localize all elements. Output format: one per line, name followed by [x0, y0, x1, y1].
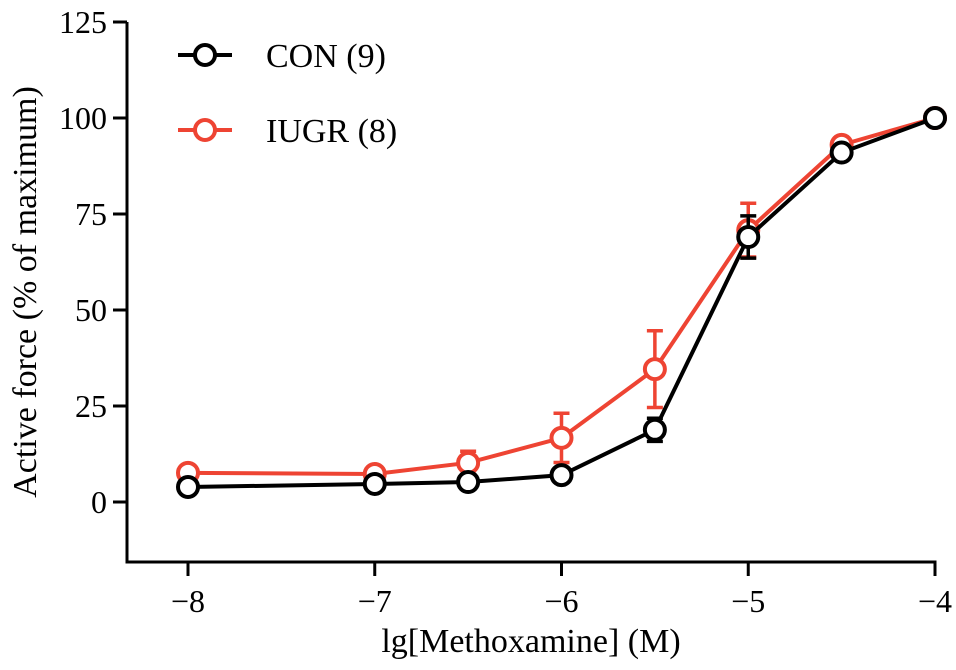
y-tick-label: 0: [91, 484, 107, 520]
x-tick-label: −8: [171, 583, 205, 619]
data-point: [362, 471, 387, 496]
legend-label: CON (9): [266, 38, 386, 75]
y-tick-label: 75: [75, 196, 107, 232]
legend-item: IUGR (8): [178, 113, 397, 150]
y-tick-label: 50: [75, 292, 107, 328]
legend-marker: [193, 43, 217, 67]
series-line: [187, 116, 936, 490]
data-point: [549, 463, 574, 488]
data-point: [456, 470, 481, 495]
x-axis-label: lg[Methoxamine] (M): [381, 623, 680, 660]
x-tick-label: −7: [358, 583, 392, 619]
axes: 0 25 50 75 100 125 −8 −7 −6 −5 −4: [59, 4, 952, 619]
x-tick-label: −4: [918, 583, 952, 619]
y-tick-label: 25: [75, 388, 107, 424]
y-axis-label: Active force (% of maximum): [7, 86, 44, 498]
legend: CON (9) IUGR (8): [178, 38, 397, 150]
data-point: [642, 417, 667, 442]
x-tick-label: −6: [544, 583, 578, 619]
legend-item: CON (9): [178, 38, 386, 75]
series-line: [187, 116, 936, 476]
x-tick-label: −5: [731, 583, 765, 619]
data-point: [829, 140, 854, 165]
data-point: [549, 425, 574, 450]
data-point: [456, 450, 481, 475]
legend-label: IUGR (8): [266, 113, 397, 150]
data-point: [176, 475, 200, 500]
series-con: [176, 106, 947, 500]
data-point: [642, 357, 667, 382]
y-tick-label: 125: [59, 4, 107, 40]
series-group: [176, 106, 947, 500]
data-point: [923, 106, 947, 130]
data-point: [736, 225, 761, 250]
legend-marker: [193, 118, 217, 142]
y-tick-label: 100: [59, 100, 107, 136]
